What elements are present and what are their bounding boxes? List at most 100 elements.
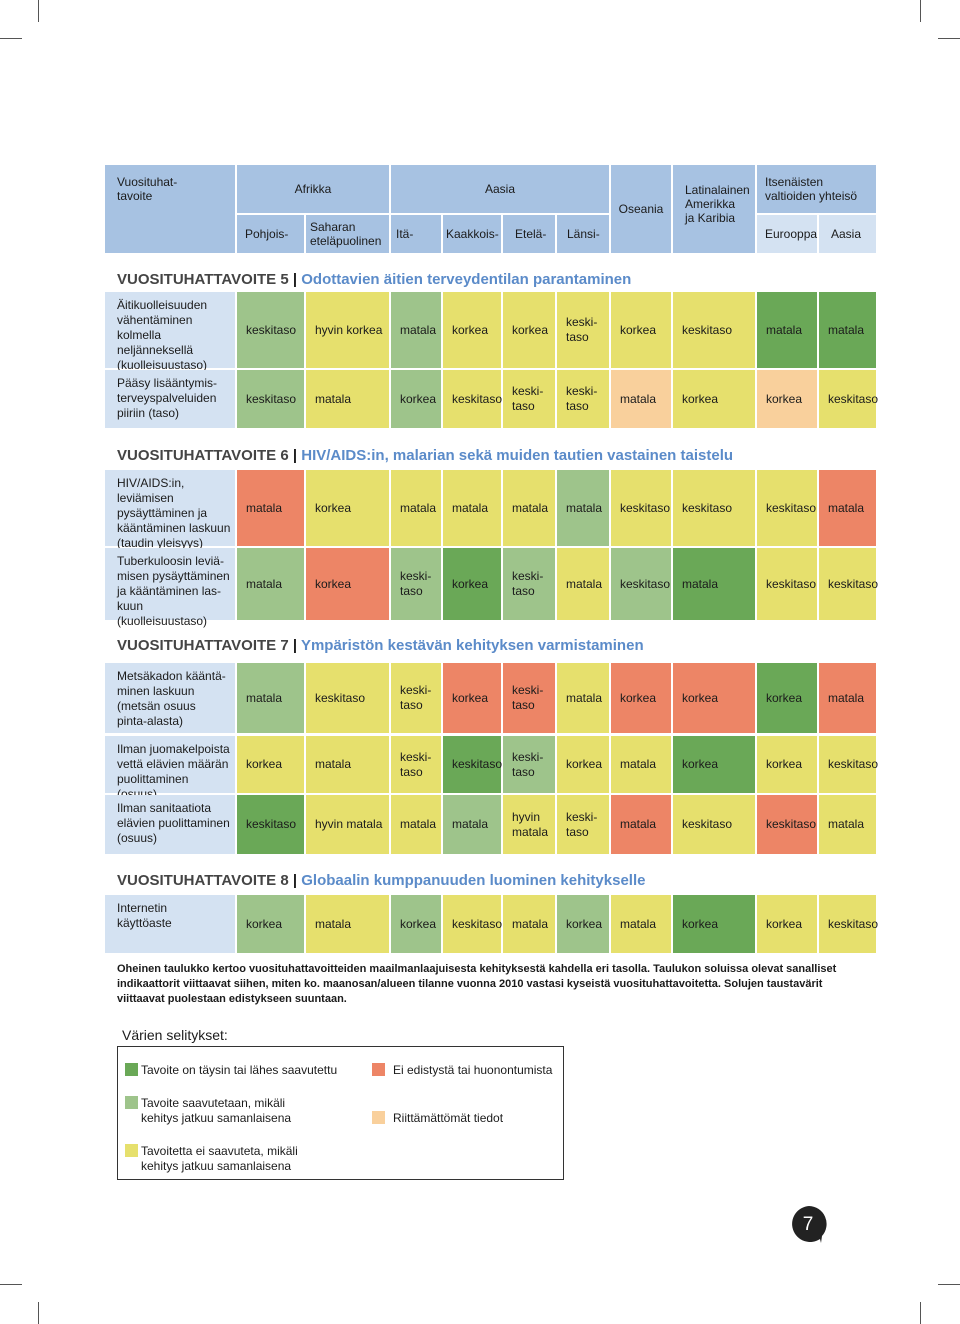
indicator-text: keskitaso xyxy=(246,322,297,337)
indicator-text: korkea xyxy=(315,500,352,515)
indicator-text: hyvin korkea xyxy=(315,322,383,337)
header-lansi: Länsi- xyxy=(557,215,609,253)
legend-item-red: Ei edistystä tai huonontumista xyxy=(393,1063,553,1077)
indicator-text: matala xyxy=(315,391,352,406)
header-oseania: Oseania xyxy=(611,165,671,253)
indicator-cell: keskitaso xyxy=(673,292,755,368)
indicator-text: matala xyxy=(452,500,489,515)
legend-swatch-yellow xyxy=(125,1144,138,1157)
crop-mark xyxy=(938,38,960,39)
indicator-text: matala xyxy=(828,500,865,515)
indicator-text: keski- taso xyxy=(566,315,598,344)
section-title-6: VUOSITUHATTAVOITE 6 | HIV/AIDS:in, malar… xyxy=(117,447,734,464)
indicator-cell: keskitaso xyxy=(819,736,879,793)
indicator-cell: korkea xyxy=(757,663,817,733)
indicator-text: keski- taso xyxy=(512,569,544,598)
header-aasia-cis: Aasia xyxy=(819,215,876,253)
indicator-text: matala xyxy=(452,817,489,831)
legend-item-light-green: Tavoite saavutetaan, mikäli kehitys jatk… xyxy=(141,1096,292,1125)
header-saharan: Saharan eteläpuolinen xyxy=(306,215,389,253)
indicator-cell: keski- taso xyxy=(391,736,441,793)
indicator-text: korkea xyxy=(682,757,719,771)
indicator-text: keskitaso xyxy=(682,817,733,831)
indicator-cell: korkea xyxy=(673,663,755,733)
indicator-text: keskitaso xyxy=(452,916,503,931)
indicator-cell: matala xyxy=(673,548,755,620)
legend-swatch-peach xyxy=(372,1111,385,1124)
indicator-text: keskitaso xyxy=(315,690,366,705)
indicator-cell: korkea xyxy=(237,895,304,953)
indicator-cell: matala xyxy=(391,795,441,854)
indicator-text: matala xyxy=(315,916,352,931)
indicator-text: keski- taso xyxy=(512,749,544,779)
indicator-cell: matala xyxy=(237,548,304,620)
header-ita: Itä- xyxy=(391,215,441,253)
indicator-text: keskitaso xyxy=(766,817,817,831)
indicator-cell: keskitaso xyxy=(757,470,817,546)
indicator-cell: keskitaso xyxy=(443,736,502,793)
indicator-text: matala xyxy=(620,916,657,931)
legend-item-yellow: Tavoitetta ei saavuteta, mikäli kehitys … xyxy=(141,1144,298,1173)
indicator-cell: matala xyxy=(819,292,876,368)
indicator-cell: korkea xyxy=(391,895,441,953)
row-label: Ilman sanitaatiota elävien puolittaminen… xyxy=(105,795,235,854)
indicator-cell: keski- taso xyxy=(391,548,441,620)
indicator-cell: keskitaso xyxy=(237,795,304,854)
row-label: Tuberkuloosin leviä- misen pysäyttäminen… xyxy=(105,548,235,628)
indicator-cell: matala xyxy=(611,795,671,854)
legend-item-peach: Riittämättömät tiedot xyxy=(393,1111,504,1125)
row-label: Äitikuolleisuuden vähentäminen kolmella … xyxy=(105,292,235,372)
indicator-text: keskitaso xyxy=(766,576,817,591)
section-title-8: VUOSITUHATTAVOITE 8 | Globaalin kumppanu… xyxy=(117,872,646,889)
indicator-text: korkea xyxy=(682,391,719,406)
indicator-text: korkea xyxy=(452,576,489,591)
indicator-cell: korkea xyxy=(611,292,671,368)
indicator-cell: korkea xyxy=(443,292,501,368)
indicator-text: korkea xyxy=(246,916,283,931)
indicator-cell: matala xyxy=(611,736,671,793)
indicator-cell: keskitaso xyxy=(819,895,878,953)
indicator-cell: matala xyxy=(819,470,876,546)
indicator-cell: keskitaso xyxy=(673,470,755,546)
indicator-text: keskitaso xyxy=(828,757,879,771)
indicator-cell: korkea xyxy=(443,663,501,733)
indicator-text: keskitaso xyxy=(682,322,733,337)
indicator-cell: keski- taso xyxy=(557,292,609,368)
indicator-cell: matala xyxy=(503,470,555,546)
indicator-text: korkea xyxy=(566,916,603,931)
legend-swatch-light-green xyxy=(125,1096,138,1109)
header-kaakkois: Kaakkois- xyxy=(443,215,501,253)
header-etela: Etelä- xyxy=(503,215,555,253)
indicator-text: keski- taso xyxy=(400,569,432,598)
indicator-text: hyvin matala xyxy=(315,817,383,831)
indicator-cell: matala xyxy=(391,292,441,368)
indicator-cell: matala xyxy=(306,895,389,953)
crop-mark xyxy=(920,1302,921,1324)
indicator-cell: korkea xyxy=(391,370,441,428)
indicator-text: matala xyxy=(620,817,657,831)
indicator-cell: matala xyxy=(557,470,609,546)
indicator-cell: keski- taso xyxy=(391,663,441,733)
indicator-cell: matala xyxy=(391,470,441,546)
indicator-text: matala xyxy=(828,322,865,337)
indicator-cell: keski- taso xyxy=(503,663,555,733)
indicator-cell: korkea xyxy=(673,736,755,793)
indicator-cell: hyvin korkea xyxy=(306,292,389,368)
indicator-text: korkea xyxy=(452,690,489,705)
indicator-text: korkea xyxy=(682,916,719,931)
indicator-text: keskitaso xyxy=(246,391,297,406)
indicator-text: keskitaso xyxy=(246,817,297,831)
indicator-text: korkea xyxy=(315,576,352,591)
indicator-cell: keskitaso xyxy=(819,370,878,428)
page-number-badge: 7 xyxy=(792,1206,827,1243)
indicator-cell: hyvin matala xyxy=(306,795,389,854)
indicator-cell: matala xyxy=(443,470,501,546)
indicator-cell: keskitaso xyxy=(306,663,389,733)
indicator-text: korkea xyxy=(620,690,657,705)
indicator-text: matala xyxy=(512,916,549,931)
indicator-cell: keskitaso xyxy=(443,895,503,953)
crop-mark xyxy=(38,0,39,22)
indicator-cell: keski- taso xyxy=(503,370,555,428)
indicator-cell: korkea xyxy=(757,895,817,953)
row-label: HIV/AIDS:in, leviämisen pysäyttäminen ja… xyxy=(105,470,235,550)
